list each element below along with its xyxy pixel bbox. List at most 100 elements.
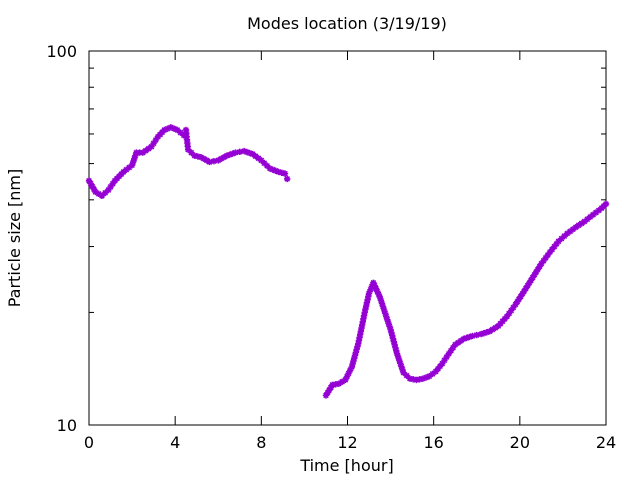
x-tick-label: 12 (337, 433, 357, 452)
data-point (508, 307, 515, 314)
data-point (351, 352, 359, 359)
data-point (483, 329, 491, 336)
data-point (393, 347, 400, 354)
data-point (142, 147, 149, 154)
data-point (183, 130, 190, 137)
data-point (332, 381, 339, 388)
data-point (569, 226, 577, 233)
data-point (229, 150, 236, 157)
data-point (375, 290, 382, 298)
x-tick-label: 0 (84, 433, 94, 452)
y-tick-label: 10 (57, 416, 77, 435)
data-point (90, 185, 98, 193)
data-point (132, 152, 139, 159)
data-point (258, 157, 265, 164)
data-point (410, 376, 417, 383)
data-point (376, 293, 384, 301)
data-point (182, 126, 190, 134)
data-point (177, 129, 184, 136)
data-point (98, 192, 106, 200)
data-points (85, 124, 610, 399)
y-tick-label: 100 (46, 42, 77, 61)
data-point (542, 254, 549, 262)
data-point (445, 350, 452, 358)
data-point (191, 152, 198, 159)
data-point (385, 319, 392, 327)
data-point (123, 166, 130, 173)
data-point (240, 147, 248, 155)
data-point (544, 251, 552, 259)
data-point (372, 285, 380, 292)
data-point (210, 157, 218, 165)
data-point (87, 180, 94, 187)
data-point (377, 296, 385, 304)
data-point (429, 370, 436, 378)
data-point (602, 200, 610, 208)
data-point (255, 155, 262, 162)
data-point (449, 344, 457, 351)
data-point (452, 341, 459, 348)
data-point (394, 353, 402, 361)
x-tick-label: 8 (256, 433, 266, 452)
data-point (406, 375, 414, 382)
data-point (164, 125, 171, 132)
data-point (454, 339, 462, 346)
data-point (150, 140, 157, 147)
data-point (413, 376, 420, 384)
data-point (378, 300, 386, 307)
data-point (397, 360, 404, 367)
data-point (126, 164, 133, 171)
x-tick-label: 20 (510, 433, 530, 452)
data-point (180, 132, 187, 139)
data-point (152, 136, 159, 144)
data-point (416, 376, 423, 383)
data-point (473, 331, 480, 339)
data-point (133, 149, 140, 156)
data-point (167, 124, 175, 131)
data-point (564, 230, 571, 237)
data-point (148, 143, 155, 150)
data-point (443, 353, 450, 361)
data-point (109, 180, 116, 187)
data-point (578, 220, 585, 227)
data-point (422, 374, 430, 381)
data-point (486, 328, 493, 335)
data-point (131, 155, 138, 163)
data-point (128, 162, 136, 169)
data-point (283, 175, 291, 183)
data-point (105, 186, 112, 194)
data-point (441, 357, 448, 364)
data-point (170, 125, 178, 132)
data-point (383, 313, 390, 320)
y-axis-label: Particle size [nm] (5, 169, 24, 308)
data-point (85, 177, 93, 184)
data-point (387, 326, 394, 333)
data-point (551, 243, 558, 250)
data-point (220, 154, 228, 161)
data-point (436, 362, 444, 370)
data-point (343, 373, 351, 380)
data-point (354, 343, 361, 350)
data-point (398, 363, 405, 370)
data-point (365, 290, 373, 297)
data-point (89, 183, 96, 190)
x-tick-label: 4 (170, 433, 180, 452)
data-point (540, 257, 547, 264)
data-point (101, 189, 109, 197)
data-point (272, 167, 279, 174)
data-point (352, 349, 360, 356)
data-point (561, 232, 568, 240)
data-point (439, 360, 446, 367)
data-point (338, 378, 346, 385)
data-point (592, 209, 600, 216)
data-point (572, 223, 580, 231)
data-point (266, 165, 274, 172)
data-point (129, 158, 137, 166)
data-point (587, 213, 594, 221)
x-tick-label: 24 (596, 433, 616, 452)
data-point (249, 150, 256, 158)
data-point (188, 149, 195, 156)
data-point (589, 211, 597, 218)
data-point (351, 354, 358, 362)
data-point (584, 216, 591, 223)
